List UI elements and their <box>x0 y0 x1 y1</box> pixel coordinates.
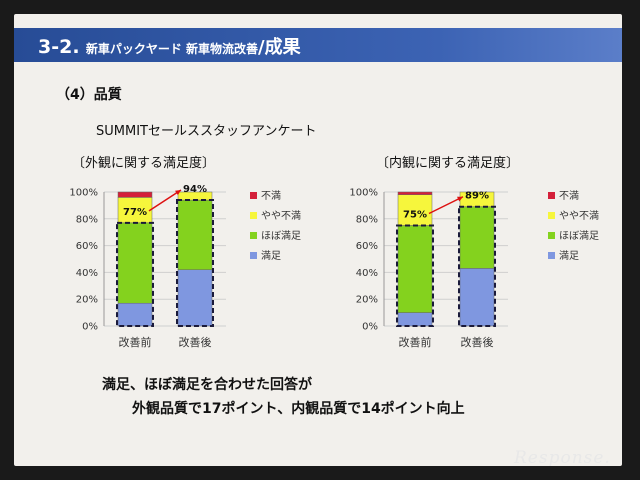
response-logo: Response. <box>514 448 611 466</box>
legend-label: ほぼ満足 <box>261 230 301 242</box>
y-tick-label: 0% <box>362 322 378 333</box>
chart-exterior: 0% 20% 40% 60% 80% 100% 改善前 改善後 77% 94% 不満やや不満ほぼ満足… <box>69 184 301 349</box>
y-tick-label: 0% <box>82 322 98 333</box>
satisfaction-outline <box>396 224 434 327</box>
y-tick-label: 60% <box>76 241 98 252</box>
legend-label: 満足 <box>261 250 281 262</box>
callout-after: 89% <box>465 191 489 202</box>
chart-interior: 0% 20% 40% 60% 80% 100% 改善前 改善後 75% 89% 不満やや不満ほぼ満足… <box>349 188 599 350</box>
slide-subtitle: 新車パックヤード 新車物流改善 <box>85 42 259 56</box>
legend-label: 不満 <box>559 190 579 202</box>
bar-segment <box>177 269 213 327</box>
legend-swatch <box>548 252 555 259</box>
bar-segment <box>397 194 433 226</box>
legend-swatch <box>548 192 555 199</box>
bar-segment <box>397 225 433 313</box>
slide-title-suffix: /成果 <box>258 37 301 58</box>
arrow-head <box>175 190 181 196</box>
legend-label: やや不満 <box>559 210 599 222</box>
section-label: （4）品質 <box>56 87 122 103</box>
y-tick-label: 40% <box>76 268 98 279</box>
bar-segment <box>397 191 433 195</box>
category-label: 改善前 <box>119 335 152 349</box>
chart-title-exterior: 〔外観に関する満足度〕 <box>72 156 216 171</box>
y-tick-label: 20% <box>76 295 98 306</box>
legend-swatch <box>250 232 257 239</box>
callout-before: 75% <box>403 210 427 221</box>
bar-segment <box>117 222 153 304</box>
y-tick-label: 60% <box>356 241 378 252</box>
summary-line-2: 外観品質で17ポイント、内観品質で14ポイント向上 <box>132 401 465 417</box>
bar-segment <box>177 199 213 270</box>
summary-line-1: 満足、ほぼ満足を合わせた回答が <box>102 377 312 393</box>
category-label: 改善後 <box>461 335 494 349</box>
callout-before: 77% <box>123 207 147 218</box>
bar-segment <box>459 268 495 327</box>
y-tick-label: 20% <box>356 295 378 306</box>
category-label: 改善後 <box>179 335 212 349</box>
bar-segment <box>397 312 433 327</box>
y-tick-label: 40% <box>356 268 378 279</box>
improvement-arrow <box>148 189 182 212</box>
legend-swatch <box>548 212 555 219</box>
bar-segment <box>459 206 495 269</box>
y-tick-label: 80% <box>356 214 378 225</box>
legend-swatch <box>250 192 257 199</box>
y-tick-label: 80% <box>76 214 98 225</box>
chart-title-interior: 〔内観に関する満足度〕 <box>376 156 520 171</box>
arrow-head <box>457 196 463 202</box>
survey-label: SUMMITセールススタッフアンケート <box>96 124 317 139</box>
satisfaction-outline <box>116 221 154 327</box>
slide-title: 3-2. 新車パックヤード 新車物流改善/成果 <box>38 33 301 59</box>
bar-segment <box>117 302 153 327</box>
slide-header: 3-2. 新車パックヤード 新車物流改善/成果 <box>14 28 622 62</box>
legend-swatch <box>250 212 257 219</box>
legend-label: 不満 <box>261 190 281 202</box>
slide-number: 3-2. <box>38 36 80 58</box>
satisfaction-outline <box>458 205 496 328</box>
legend-label: やや不満 <box>261 210 301 222</box>
y-tick-label: 100% <box>349 188 378 199</box>
legend-swatch <box>548 232 555 239</box>
improvement-arrow <box>428 196 464 215</box>
y-tick-label: 100% <box>69 188 98 199</box>
bar-segment <box>117 191 153 198</box>
category-label: 改善前 <box>399 335 432 349</box>
satisfaction-outline <box>176 199 214 327</box>
legend-swatch <box>250 252 257 259</box>
callout-after: 94% <box>183 184 207 195</box>
legend-label: ほぼ満足 <box>559 230 599 242</box>
legend-label: 満足 <box>559 250 579 262</box>
presentation-slide: 3-2. 新車パックヤード 新車物流改善/成果 （4）品質 SUMMITセールス… <box>14 14 622 466</box>
